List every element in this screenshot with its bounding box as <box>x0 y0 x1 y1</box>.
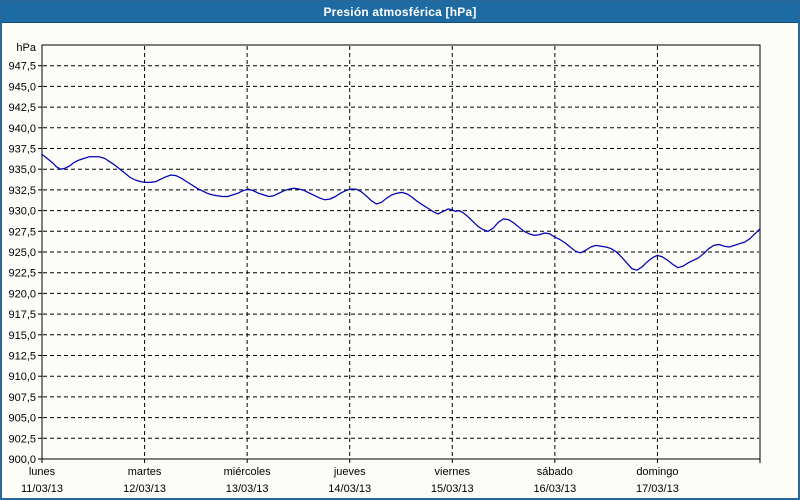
y-axis-unit-label: hPa <box>16 42 36 54</box>
x-date-label: 12/03/13 <box>123 483 166 495</box>
y-tick-label: 937,5 <box>8 144 36 156</box>
x-date-label: 14/03/13 <box>328 483 371 495</box>
y-tick-label: 927,5 <box>8 226 36 238</box>
y-tick-label: 930,0 <box>8 206 36 218</box>
x-day-label: lunes <box>29 466 56 478</box>
y-tick-label: 922,5 <box>8 268 36 280</box>
x-day-label: miércoles <box>224 466 272 478</box>
y-tick-label: 925,0 <box>8 247 36 259</box>
y-tick-label: 940,0 <box>8 123 36 135</box>
y-tick-label: 917,5 <box>8 309 36 321</box>
x-day-label: martes <box>128 466 162 478</box>
y-tick-label: 932,5 <box>8 185 36 197</box>
y-tick-label: 935,0 <box>8 164 36 176</box>
x-date-label: 11/03/13 <box>21 483 63 495</box>
y-tick-label: 900,0 <box>8 454 36 466</box>
x-date-label: 15/03/13 <box>431 483 474 495</box>
window-title: Presión atmosférica [hPa] <box>323 5 477 19</box>
y-tick-label: 912,5 <box>8 351 36 363</box>
y-tick-label: 947,5 <box>8 61 36 73</box>
y-tick-label: 915,0 <box>8 330 36 342</box>
y-tick-label: 920,0 <box>8 288 36 300</box>
pressure-chart: 947,5 945,0 942,5 940,0 937,5 935,0 932,5 930,0… <box>8 42 761 495</box>
pressure-line <box>41 153 761 271</box>
y-tick-label: 902,5 <box>8 433 36 445</box>
x-day-label: sábado <box>537 466 573 478</box>
window-title-bar[interactable]: Presión atmosférica [hPa] <box>2 2 798 23</box>
x-date-label: 13/03/13 <box>226 483 269 495</box>
y-tick-label: 945,0 <box>8 81 36 93</box>
y-tick-label: 907,5 <box>8 392 36 404</box>
x-date-label: 17/03/13 <box>636 483 679 495</box>
x-day-label: viernes <box>435 466 471 478</box>
y-tick-label: 942,5 <box>8 102 36 114</box>
y-tick-label: 910,0 <box>8 371 36 383</box>
x-day-label: jueves <box>333 466 366 478</box>
y-tick-label: 905,0 <box>8 413 36 425</box>
x-day-label: domingo <box>636 466 678 478</box>
x-date-label: 16/03/13 <box>533 483 576 495</box>
